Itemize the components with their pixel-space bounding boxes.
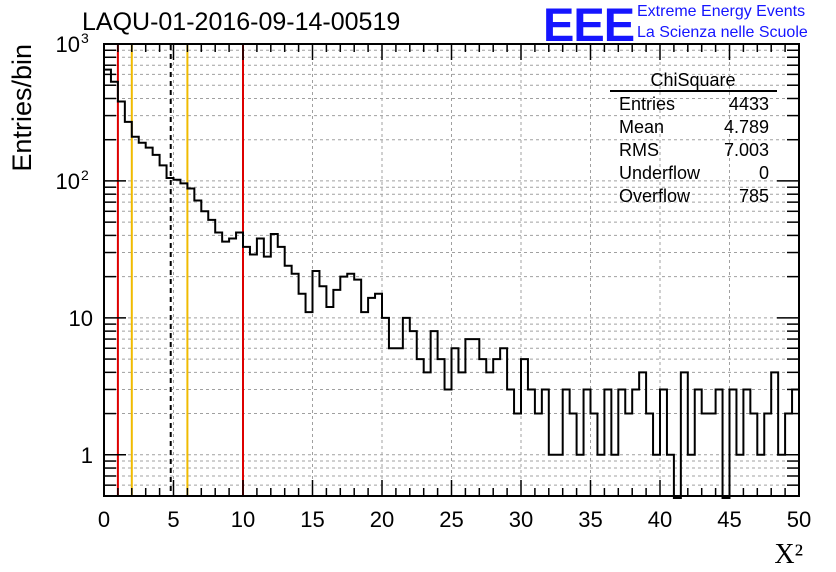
x-tick-label: 35 xyxy=(578,507,602,532)
logo-subtitle-line1: Extreme Energy Events xyxy=(637,3,806,20)
y-tick-label-exponent: 3 xyxy=(81,30,89,46)
x-tick-label: 45 xyxy=(717,507,741,532)
logo-subtitle-line2: La Scienza nelle Scuole xyxy=(637,24,808,41)
y-tick-label: 10 xyxy=(56,32,80,57)
x-tick-label: 20 xyxy=(370,507,394,532)
stats-row-label: Entries xyxy=(619,94,675,114)
x-tick-label: 30 xyxy=(509,507,533,532)
x-tick-label: 15 xyxy=(300,507,324,532)
x-tick-label: 50 xyxy=(787,507,811,532)
stats-row-label: Underflow xyxy=(619,163,701,183)
y-axis-label: Entries/bin xyxy=(7,44,37,172)
chart-title: LAQU-01-2016-09-14-00519 xyxy=(82,8,401,36)
stats-rows: Entries 4433 Mean 4.789 RMS 7.003 Underflow 0 Ov… xyxy=(619,94,769,206)
stats-row-label: Overflow xyxy=(619,186,691,206)
x-tick-label: 10 xyxy=(231,507,255,532)
stats-box: ChiSquare Entries 4433 Mean 4.789 RMS 7.003 Un… xyxy=(610,70,777,206)
y-tick-label: 1 xyxy=(81,443,93,468)
stats-row-value: 7.003 xyxy=(724,140,769,160)
eee-logo: EEE xyxy=(543,0,635,51)
x-tick-label: 40 xyxy=(648,507,672,532)
stats-row-value: 4433 xyxy=(729,94,769,114)
stats-row-label: RMS xyxy=(619,140,659,160)
stats-title: ChiSquare xyxy=(650,70,735,90)
x-axis-label: X² xyxy=(774,539,803,570)
stats-row-value: 785 xyxy=(739,186,769,206)
x-tick-label: 25 xyxy=(439,507,463,532)
x-tick-label: 5 xyxy=(167,507,179,532)
x-tick-label: 0 xyxy=(98,507,110,532)
axis-ticks xyxy=(103,43,800,497)
x-tick-labels: 0 5 10 15 20 25 30 35 40 45 50 xyxy=(98,507,811,532)
stats-row-label: Mean xyxy=(619,117,664,137)
grid-lines xyxy=(104,43,799,497)
y-tick-label: 10 xyxy=(56,169,80,194)
stats-row-value: 0 xyxy=(759,163,769,183)
y-tick-label: 10 xyxy=(69,306,93,331)
y-tick-label-exponent: 2 xyxy=(81,167,89,183)
marker-lines xyxy=(116,45,244,495)
stats-row-value: 4.789 xyxy=(724,117,769,137)
histogram-line xyxy=(104,68,799,499)
